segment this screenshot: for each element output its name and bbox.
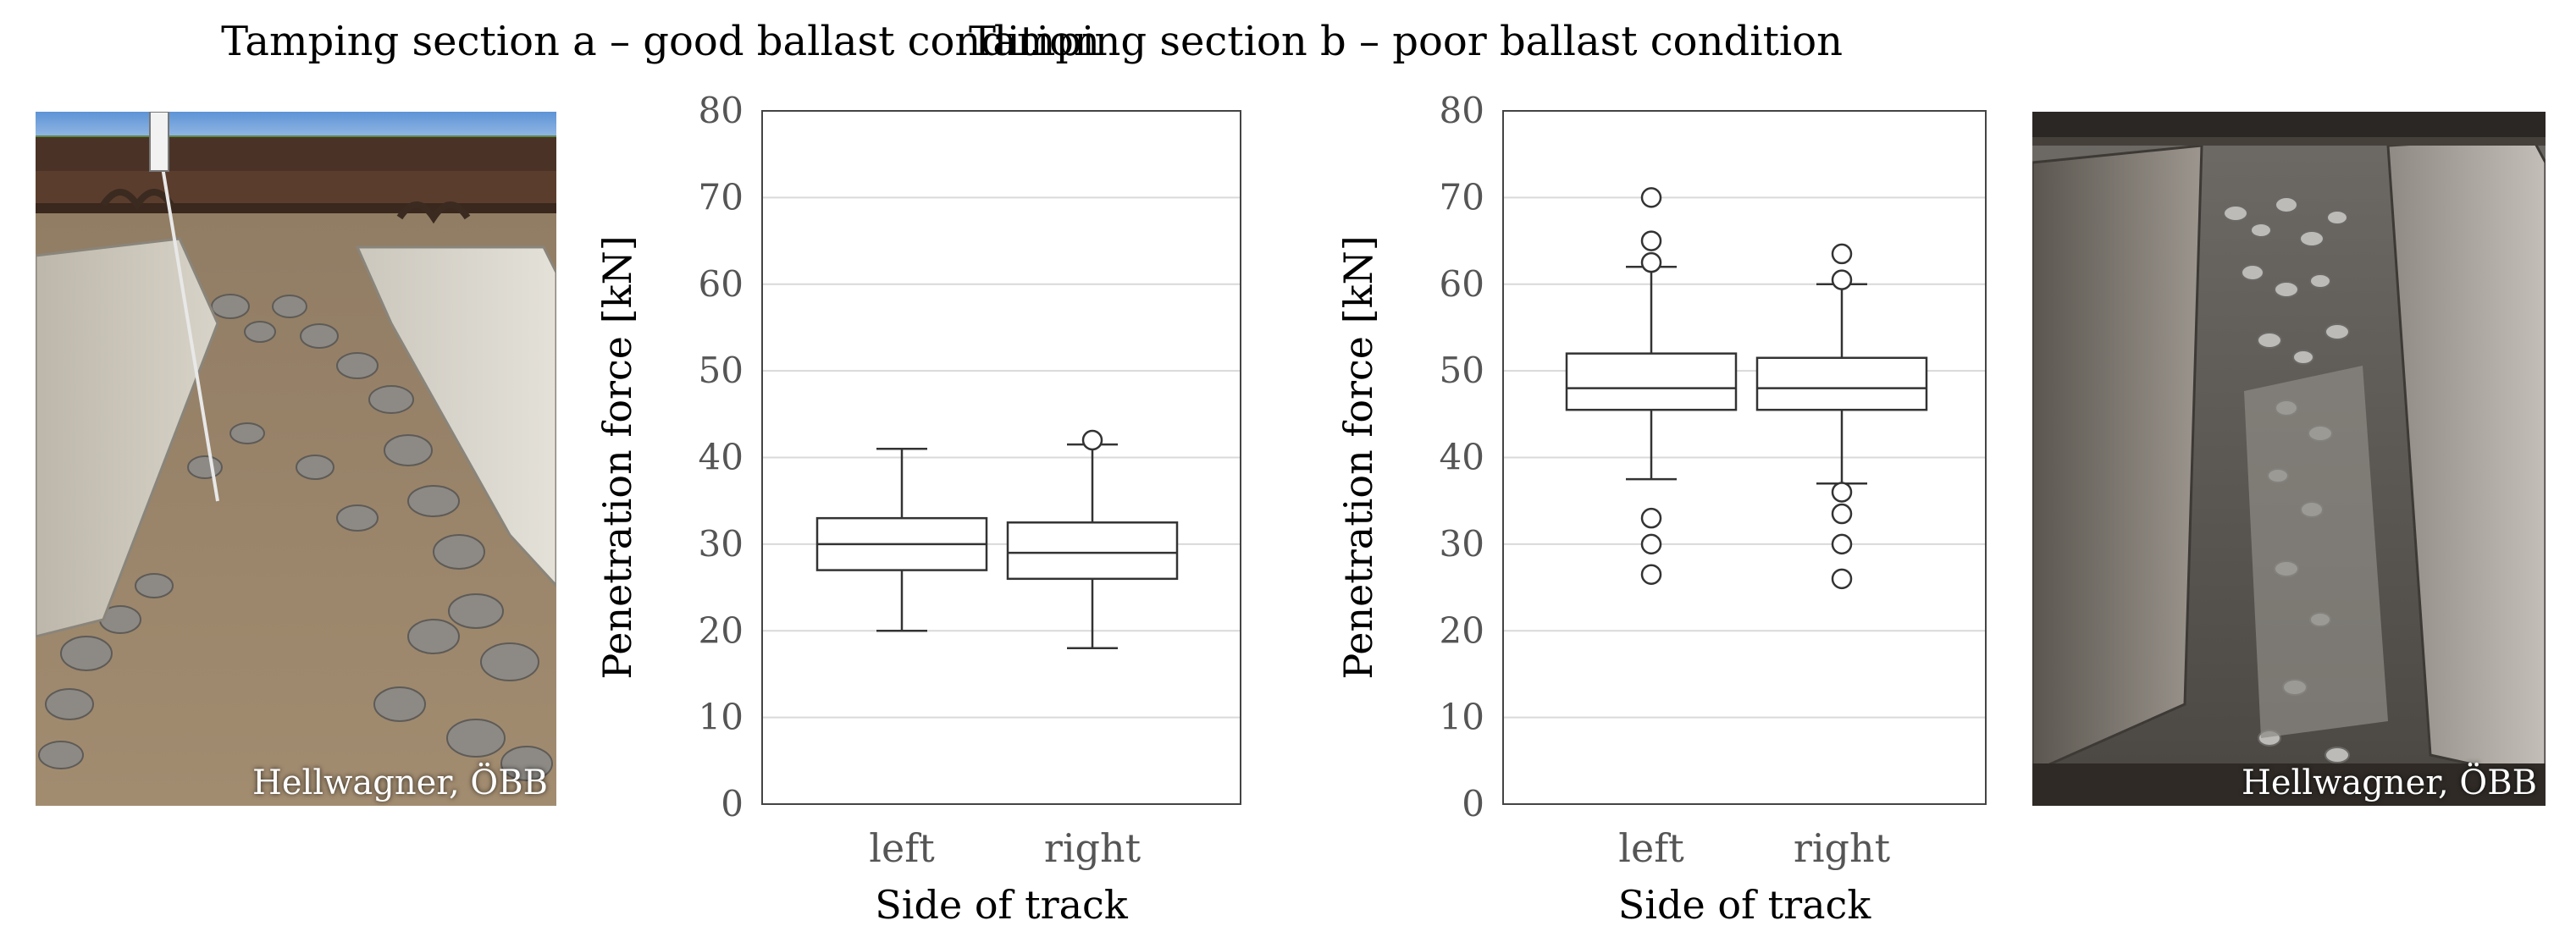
chart-b-right-outlier xyxy=(1831,243,1853,265)
chart-a-title: Tamping section a – good ballast conditi… xyxy=(221,18,1100,65)
chart-b-left-outlier xyxy=(1640,251,1662,273)
chart-b-right-outlier xyxy=(1831,482,1853,503)
photo-a-credit: Hellwagner, ÖBB xyxy=(252,763,548,802)
chart-a-ytick-label: 70 xyxy=(699,176,744,218)
chart-a-right-outlier xyxy=(1081,429,1103,451)
chart-b-category-right: right xyxy=(1794,825,1891,871)
chart-b-ytick-label: 20 xyxy=(1440,609,1484,651)
chart-b-left-outlier xyxy=(1640,564,1662,585)
chart-b-left-outlier xyxy=(1640,187,1662,208)
photo-section-a: Hellwagner, ÖBB xyxy=(36,112,556,806)
chart-a-xlabel: Side of track xyxy=(875,882,1129,928)
chart-b-left-outlier xyxy=(1640,507,1662,529)
chart-a-ytick-label: 60 xyxy=(699,263,744,305)
chart-b-right-outlier xyxy=(1831,503,1853,525)
chart-b-plot-frame xyxy=(1502,110,1987,805)
photo-b-credit: Hellwagner, ÖBB xyxy=(2241,763,2537,802)
chart-a-plot-frame xyxy=(761,110,1241,805)
chart-a-ytick-label: 80 xyxy=(699,90,744,131)
chart-b-ytick-label: 10 xyxy=(1440,697,1484,738)
photo-section-a-image xyxy=(36,112,556,806)
chart-a-ytick-label: 40 xyxy=(699,437,744,478)
chart-a-ytick-label: 10 xyxy=(699,697,744,738)
chart-a-category-left: left xyxy=(869,825,935,871)
chart-b-xlabel: Side of track xyxy=(1618,882,1872,928)
chart-b-ylabel: Penetration force [kN] xyxy=(1335,235,1381,679)
chart-b-ytick-label: 70 xyxy=(1440,176,1484,218)
chart-b-right-box xyxy=(1755,356,1928,411)
chart-b-ytick-label: 60 xyxy=(1440,263,1484,305)
chart-b-ytick-label: 0 xyxy=(1462,783,1484,824)
chart-b-right-outlier xyxy=(1831,269,1853,290)
photo-section-b: Hellwagner, ÖBB xyxy=(2032,112,2546,806)
chart-a-ytick-label: 0 xyxy=(721,783,744,824)
chart-b-ytick-label: 80 xyxy=(1440,90,1484,131)
chart-b-right-outlier xyxy=(1831,533,1853,555)
chart-a-ytick-label: 30 xyxy=(699,523,744,565)
chart-b-left-box xyxy=(1565,352,1738,411)
chart-b-ytick-label: 50 xyxy=(1440,350,1484,391)
chart-a-ylabel: Penetration force [kN] xyxy=(594,235,640,679)
chart-b-left-outlier xyxy=(1640,230,1662,251)
chart-a-right-box xyxy=(1006,521,1179,581)
chart-a-ytick-label: 50 xyxy=(699,350,744,391)
chart-b-ytick-label: 30 xyxy=(1440,523,1484,565)
chart-b-right-outlier xyxy=(1831,568,1853,590)
chart-b-category-left: left xyxy=(1618,825,1684,871)
chart-b-left-outlier xyxy=(1640,533,1662,555)
chart-b-title: Tamping section b – poor ballast conditi… xyxy=(969,18,1843,65)
chart-a-ytick-label: 20 xyxy=(699,609,744,651)
chart-a-category-right: right xyxy=(1044,825,1142,871)
photo-section-b-image xyxy=(2032,112,2546,806)
chart-b-ytick-label: 40 xyxy=(1440,437,1484,478)
